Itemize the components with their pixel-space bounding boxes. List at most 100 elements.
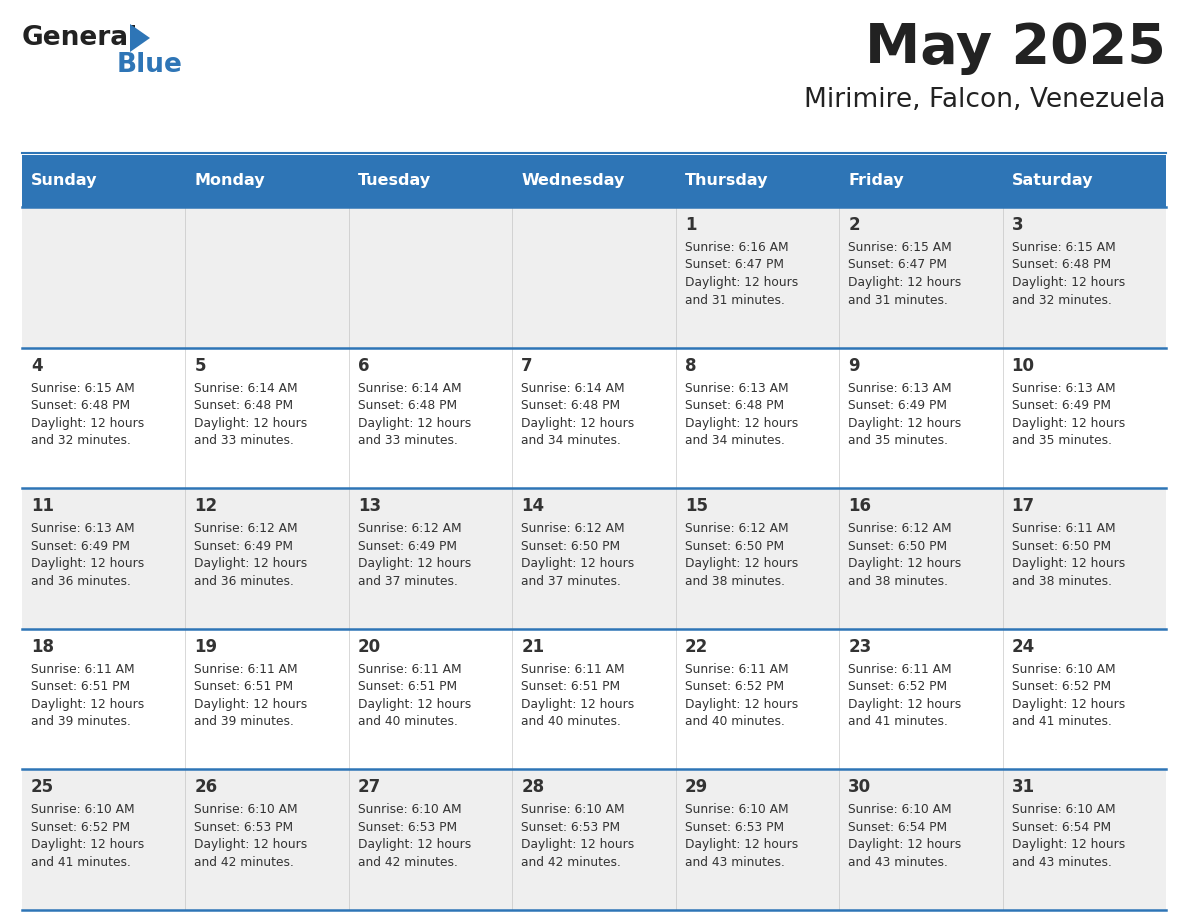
Text: May 2025: May 2025 <box>865 21 1165 75</box>
Text: 20: 20 <box>358 638 381 655</box>
Text: and 38 minutes.: and 38 minutes. <box>1011 575 1112 588</box>
Text: Sunrise: 6:11 AM: Sunrise: 6:11 AM <box>522 663 625 676</box>
Text: Daylight: 12 hours: Daylight: 12 hours <box>848 276 961 289</box>
Text: and 43 minutes.: and 43 minutes. <box>684 856 784 869</box>
Text: Sunrise: 6:14 AM: Sunrise: 6:14 AM <box>522 382 625 395</box>
Text: and 39 minutes.: and 39 minutes. <box>31 715 131 728</box>
Bar <box>23 629 185 769</box>
Text: and 34 minutes.: and 34 minutes. <box>684 434 784 447</box>
Text: Sunset: 6:50 PM: Sunset: 6:50 PM <box>848 540 947 553</box>
Text: and 33 minutes.: and 33 minutes. <box>195 434 295 447</box>
Text: and 39 minutes.: and 39 minutes. <box>195 715 295 728</box>
Text: 8: 8 <box>684 356 696 375</box>
Text: Sunday: Sunday <box>31 174 97 188</box>
Text: Sunset: 6:53 PM: Sunset: 6:53 PM <box>522 821 620 834</box>
Text: Daylight: 12 hours: Daylight: 12 hours <box>684 557 798 570</box>
Text: and 41 minutes.: and 41 minutes. <box>848 715 948 728</box>
Text: 1: 1 <box>684 216 696 234</box>
Text: Tuesday: Tuesday <box>358 174 431 188</box>
Text: Sunrise: 6:10 AM: Sunrise: 6:10 AM <box>195 803 298 816</box>
Text: and 42 minutes.: and 42 minutes. <box>195 856 295 869</box>
Bar <box>1003 629 1165 769</box>
Text: Sunset: 6:48 PM: Sunset: 6:48 PM <box>1011 259 1111 272</box>
Text: Sunrise: 6:12 AM: Sunrise: 6:12 AM <box>195 522 298 535</box>
Bar <box>512 348 676 488</box>
Text: and 34 minutes.: and 34 minutes. <box>522 434 621 447</box>
Text: and 43 minutes.: and 43 minutes. <box>848 856 948 869</box>
Text: Daylight: 12 hours: Daylight: 12 hours <box>195 557 308 570</box>
Text: and 37 minutes.: and 37 minutes. <box>522 575 621 588</box>
Bar <box>512 769 676 910</box>
Text: Daylight: 12 hours: Daylight: 12 hours <box>684 838 798 851</box>
Text: 27: 27 <box>358 778 381 797</box>
Text: Sunset: 6:50 PM: Sunset: 6:50 PM <box>684 540 784 553</box>
Text: Sunrise: 6:15 AM: Sunrise: 6:15 AM <box>31 382 134 395</box>
Text: and 40 minutes.: and 40 minutes. <box>358 715 457 728</box>
Text: Sunrise: 6:11 AM: Sunrise: 6:11 AM <box>195 663 298 676</box>
Text: Sunrise: 6:12 AM: Sunrise: 6:12 AM <box>848 522 952 535</box>
Text: Monday: Monday <box>195 174 265 188</box>
Text: 13: 13 <box>358 498 381 515</box>
Text: Sunset: 6:52 PM: Sunset: 6:52 PM <box>31 821 131 834</box>
Text: Daylight: 12 hours: Daylight: 12 hours <box>31 698 144 711</box>
Text: Daylight: 12 hours: Daylight: 12 hours <box>684 698 798 711</box>
Bar <box>185 348 349 488</box>
Bar <box>1003 155 1165 207</box>
Text: Daylight: 12 hours: Daylight: 12 hours <box>1011 838 1125 851</box>
Bar <box>1003 207 1165 348</box>
Text: Sunrise: 6:11 AM: Sunrise: 6:11 AM <box>684 663 789 676</box>
Bar <box>839 629 1003 769</box>
Bar <box>512 207 676 348</box>
Text: and 36 minutes.: and 36 minutes. <box>31 575 131 588</box>
Text: and 37 minutes.: and 37 minutes. <box>358 575 457 588</box>
Bar <box>676 629 839 769</box>
Text: 3: 3 <box>1011 216 1023 234</box>
Text: Sunset: 6:52 PM: Sunset: 6:52 PM <box>1011 680 1111 693</box>
Text: Daylight: 12 hours: Daylight: 12 hours <box>31 838 144 851</box>
Text: 29: 29 <box>684 778 708 797</box>
Bar <box>839 769 1003 910</box>
Text: and 31 minutes.: and 31 minutes. <box>848 294 948 307</box>
Bar <box>349 769 512 910</box>
Bar <box>676 207 839 348</box>
Text: Sunrise: 6:12 AM: Sunrise: 6:12 AM <box>358 522 461 535</box>
Text: Daylight: 12 hours: Daylight: 12 hours <box>195 838 308 851</box>
Text: 24: 24 <box>1011 638 1035 655</box>
Text: 5: 5 <box>195 356 206 375</box>
Bar <box>512 488 676 629</box>
Text: Sunrise: 6:12 AM: Sunrise: 6:12 AM <box>522 522 625 535</box>
Text: Daylight: 12 hours: Daylight: 12 hours <box>848 557 961 570</box>
Text: 30: 30 <box>848 778 871 797</box>
Text: Sunrise: 6:16 AM: Sunrise: 6:16 AM <box>684 241 789 254</box>
Text: and 42 minutes.: and 42 minutes. <box>358 856 457 869</box>
Text: Sunrise: 6:10 AM: Sunrise: 6:10 AM <box>1011 803 1116 816</box>
Text: Sunset: 6:49 PM: Sunset: 6:49 PM <box>358 540 457 553</box>
Text: Daylight: 12 hours: Daylight: 12 hours <box>358 557 472 570</box>
Text: 6: 6 <box>358 356 369 375</box>
Text: Daylight: 12 hours: Daylight: 12 hours <box>848 417 961 430</box>
Text: Sunrise: 6:14 AM: Sunrise: 6:14 AM <box>195 382 298 395</box>
Text: Daylight: 12 hours: Daylight: 12 hours <box>684 417 798 430</box>
Text: Sunset: 6:53 PM: Sunset: 6:53 PM <box>195 821 293 834</box>
Bar <box>349 629 512 769</box>
Bar <box>512 629 676 769</box>
Polygon shape <box>129 24 150 52</box>
Text: Daylight: 12 hours: Daylight: 12 hours <box>358 698 472 711</box>
Text: Sunrise: 6:10 AM: Sunrise: 6:10 AM <box>358 803 461 816</box>
Text: Daylight: 12 hours: Daylight: 12 hours <box>1011 417 1125 430</box>
Text: Sunrise: 6:11 AM: Sunrise: 6:11 AM <box>848 663 952 676</box>
Text: Friday: Friday <box>848 174 904 188</box>
Text: Daylight: 12 hours: Daylight: 12 hours <box>848 838 961 851</box>
Text: and 41 minutes.: and 41 minutes. <box>1011 715 1112 728</box>
Text: Daylight: 12 hours: Daylight: 12 hours <box>848 698 961 711</box>
Bar <box>185 155 349 207</box>
Text: Daylight: 12 hours: Daylight: 12 hours <box>522 698 634 711</box>
Text: Sunset: 6:49 PM: Sunset: 6:49 PM <box>848 399 947 412</box>
Text: 2: 2 <box>848 216 860 234</box>
Text: Daylight: 12 hours: Daylight: 12 hours <box>31 557 144 570</box>
Text: Sunset: 6:52 PM: Sunset: 6:52 PM <box>684 680 784 693</box>
Text: and 38 minutes.: and 38 minutes. <box>848 575 948 588</box>
Bar <box>1003 348 1165 488</box>
Text: 21: 21 <box>522 638 544 655</box>
Text: Sunset: 6:53 PM: Sunset: 6:53 PM <box>684 821 784 834</box>
